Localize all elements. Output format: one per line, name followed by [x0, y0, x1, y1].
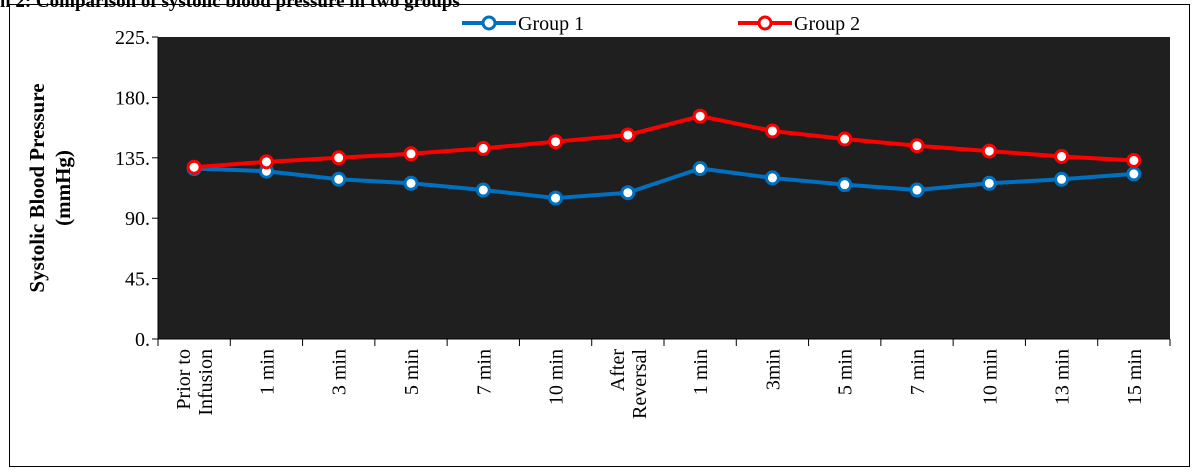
data-point — [909, 138, 925, 154]
legend-swatch-marker — [757, 15, 773, 31]
x-tick-label: 3min — [762, 349, 784, 390]
y-axis-title-unit: (mmHg) — [51, 150, 75, 226]
x-tick-label: Infusion — [195, 349, 217, 416]
y-tick-label: 135. — [115, 148, 150, 170]
data-point — [1126, 152, 1142, 168]
data-point — [548, 134, 564, 150]
data-point — [1126, 166, 1142, 182]
y-tick-label: 225. — [115, 27, 150, 49]
data-point — [331, 150, 347, 166]
data-point — [620, 185, 636, 201]
legend-label: Group 1 — [518, 13, 584, 35]
x-tick-label: Prior to — [173, 349, 195, 410]
data-point — [764, 170, 780, 186]
x-tick-label: 10 min — [979, 349, 1001, 405]
legend-swatch-marker — [481, 15, 497, 31]
x-tick-label: 5 min — [401, 349, 423, 395]
x-tick-label: 15 min — [1124, 349, 1146, 405]
data-point — [258, 154, 274, 170]
data-point — [981, 143, 997, 159]
y-tick-label: 0. — [135, 329, 150, 351]
x-tick-label: 1 min — [256, 349, 278, 395]
x-tick-label: Reversal — [629, 349, 651, 419]
series-line — [194, 166, 1135, 201]
chart-title: h 2: Comparison of systolic blood pressu… — [0, 0, 460, 12]
y-tick-label: 90. — [125, 208, 150, 230]
data-point — [692, 108, 708, 124]
x-tick-label: 7 min — [907, 349, 929, 395]
data-point — [1054, 148, 1070, 164]
y-tick-label: 45. — [125, 269, 150, 291]
plot-area — [158, 37, 1170, 339]
x-tick-label: After — [607, 349, 629, 392]
y-axis-title: Systolic Blood Pressure — [25, 83, 49, 292]
data-point — [692, 161, 708, 177]
legend-label: Group 2 — [794, 13, 860, 35]
x-tick-label: 13 min — [1052, 349, 1074, 405]
data-point — [981, 175, 997, 191]
x-tick-label: 7 min — [473, 349, 495, 395]
data-point — [475, 182, 491, 198]
data-point — [837, 177, 853, 193]
data-point — [620, 127, 636, 143]
data-point — [548, 190, 564, 206]
x-tick-label: 10 min — [546, 349, 568, 405]
data-point — [837, 131, 853, 147]
series-line — [193, 114, 1134, 170]
data-point — [331, 171, 347, 187]
chart-frame — [9, 4, 1190, 467]
data-point — [1054, 171, 1070, 187]
data-point — [909, 182, 925, 198]
data-point — [764, 123, 780, 139]
data-point — [403, 175, 419, 191]
x-tick-label: 3 min — [329, 349, 351, 395]
data-point — [403, 146, 419, 162]
x-tick-label: 1 min — [690, 349, 712, 395]
data-point — [475, 140, 491, 156]
x-tick-label: 5 min — [835, 349, 857, 395]
data-point — [186, 159, 202, 175]
y-tick-label: 180. — [115, 87, 150, 109]
